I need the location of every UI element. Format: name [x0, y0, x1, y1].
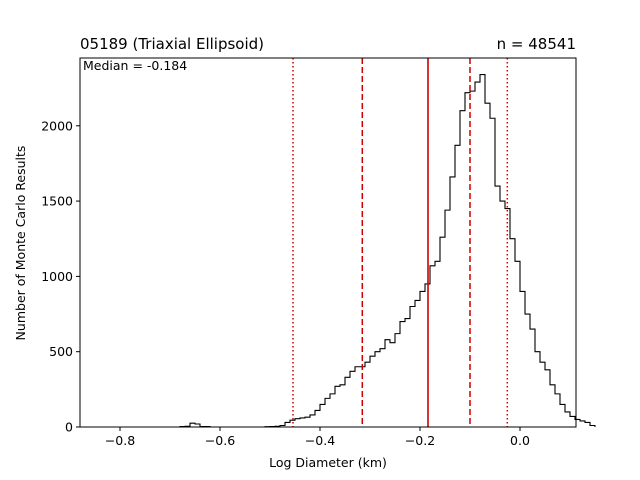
- y-tick-label: 1500: [41, 194, 73, 209]
- x-tick-label: −0.4: [305, 433, 335, 448]
- y-tick-label: 1000: [41, 269, 73, 284]
- y-axis-label: Number of Monte Carlo Results: [13, 146, 28, 341]
- x-tick-label: −0.6: [205, 433, 235, 448]
- y-tick-label: 500: [49, 344, 73, 359]
- histogram-outline: [105, 74, 596, 428]
- x-tick-label: 0.0: [510, 433, 530, 448]
- y-tick-label: 0: [65, 420, 73, 435]
- y-tick-label: 2000: [41, 118, 73, 133]
- x-tick-label: −0.8: [105, 433, 135, 448]
- x-axis-label: Log Diameter (km): [269, 455, 387, 470]
- median-annotation: Median = -0.184: [83, 58, 187, 73]
- chart-title-left: 05189 (Triaxial Ellipsoid): [80, 35, 264, 53]
- x-tick-label: −0.2: [405, 433, 435, 448]
- chart-title-right: n = 48541: [497, 35, 576, 53]
- plot-frame: [79, 57, 577, 428]
